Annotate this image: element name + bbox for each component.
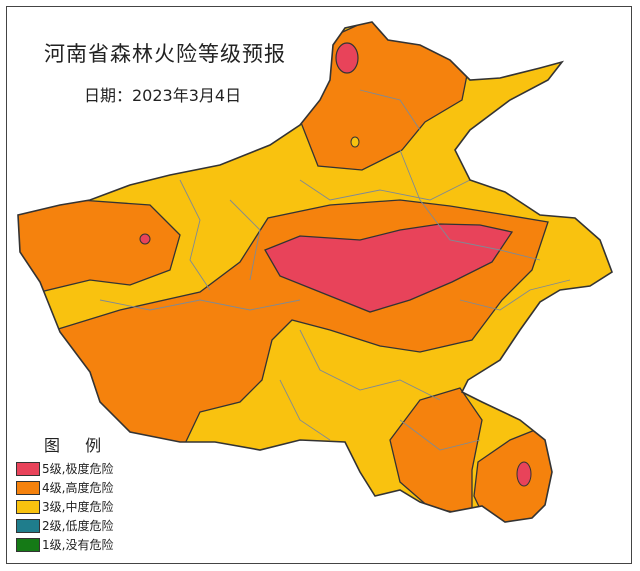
zone-level5-central [264, 223, 514, 313]
zone-level3-spot [350, 136, 360, 148]
legend-label: 5级,极度危险 [42, 462, 114, 476]
zone-level5-north [335, 42, 359, 74]
legend-item-level2: 2级,低度危险 [16, 517, 113, 534]
map-title: 河南省森林火险等级预报 [44, 42, 286, 66]
legend-label: 4级,高度危险 [42, 481, 114, 495]
zone-level4-southeast-a [389, 387, 483, 516]
zone-level5-southeast [516, 461, 532, 487]
legend-swatch [16, 480, 40, 495]
legend-item-level3: 3级,中度危险 [16, 498, 113, 515]
legend-label: 2级,低度危险 [42, 519, 114, 533]
map-frame [6, 6, 632, 564]
legend-label: 1级,没有危险 [42, 538, 114, 552]
legend-swatch [16, 537, 40, 552]
forecast-date: 日期：2023年3月4日 [84, 86, 242, 105]
legend-item-level1: 1级,没有危险 [16, 536, 113, 553]
legend-label: 3级,中度危险 [42, 500, 114, 514]
city-boundaries [99, 89, 571, 451]
zone-level5-west [139, 233, 151, 245]
legend-swatch [16, 518, 40, 533]
legend-item-level5: 5级,极度危险 [16, 460, 113, 477]
legend-swatch [16, 499, 40, 514]
legend-title: 图 例 [44, 436, 112, 455]
legend-item-level4: 4级,高度危险 [16, 479, 113, 496]
legend-swatch [16, 461, 40, 476]
